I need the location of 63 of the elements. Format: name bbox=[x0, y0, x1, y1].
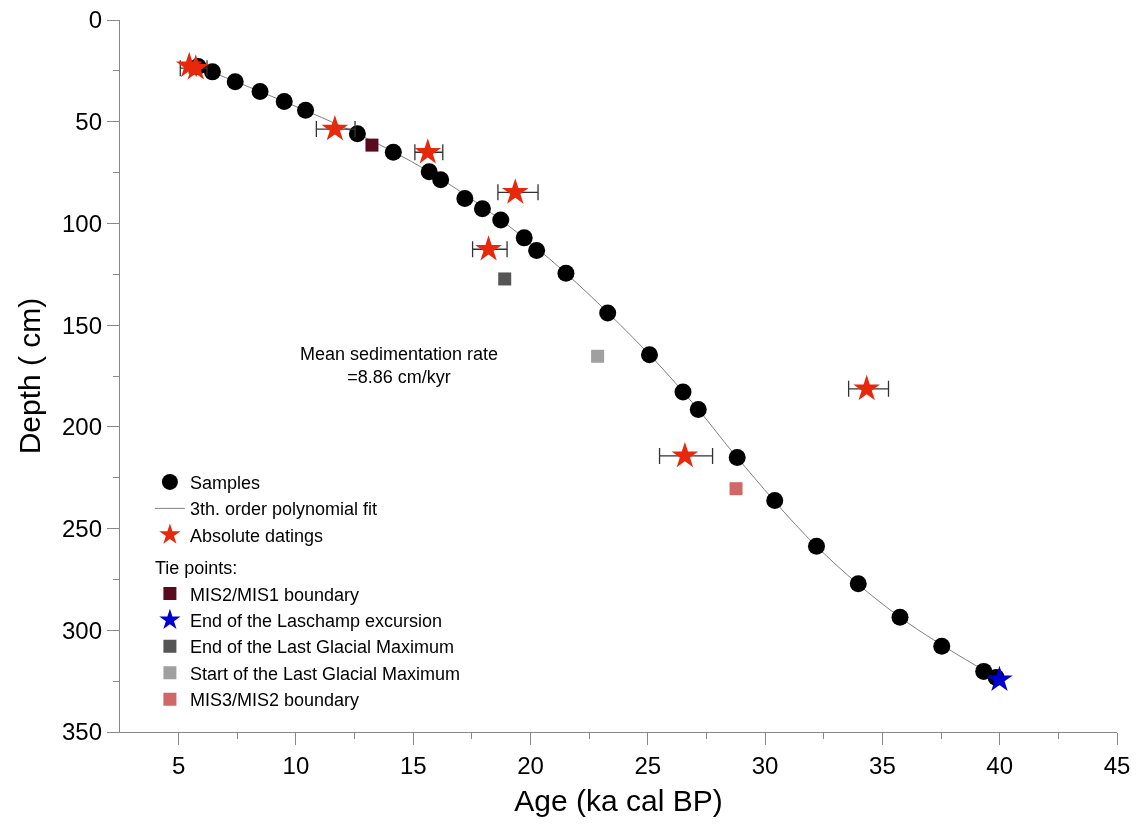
x-tick-label: 5 bbox=[171, 751, 186, 779]
point bbox=[501, 178, 529, 204]
legend-label: Start of the Last Glacial Maximum bbox=[189, 663, 461, 684]
point bbox=[689, 401, 707, 419]
point bbox=[674, 383, 692, 401]
legend-label: Absolute datings bbox=[189, 525, 323, 546]
y-axis-title: Depth ( cm) bbox=[13, 297, 46, 455]
x-tick-label: 20 bbox=[517, 751, 544, 779]
point bbox=[728, 449, 746, 467]
x-tick-label: 15 bbox=[399, 751, 427, 779]
point bbox=[640, 346, 658, 364]
point bbox=[432, 171, 450, 189]
point bbox=[456, 190, 474, 208]
y-tick-label: 300 bbox=[62, 616, 103, 644]
point bbox=[275, 93, 293, 111]
annotation: Mean sedimentation rate =8.86 cm/kyr bbox=[300, 344, 499, 388]
y-tick-label: 100 bbox=[62, 209, 103, 237]
point bbox=[384, 143, 402, 161]
legend-title: Tie points: bbox=[154, 558, 238, 579]
legend-label: MIS3/MIS2 boundary bbox=[189, 690, 359, 711]
y-tick-label: 150 bbox=[62, 311, 103, 339]
legend-label: MIS2/MIS1 boundary bbox=[189, 584, 359, 605]
point bbox=[297, 101, 315, 119]
x-tick-label: 10 bbox=[282, 751, 310, 779]
point bbox=[933, 637, 951, 655]
legend-label: End of the Last Glacial Maximum bbox=[189, 637, 455, 658]
x-tick-label: 30 bbox=[751, 751, 779, 779]
point bbox=[986, 665, 1013, 692]
y-tick-label: 200 bbox=[62, 413, 103, 441]
y-tick-label: 350 bbox=[62, 718, 103, 746]
point bbox=[808, 537, 825, 555]
point bbox=[849, 575, 867, 593]
point bbox=[515, 229, 533, 247]
point bbox=[251, 82, 269, 100]
x-tick-label: 45 bbox=[1103, 751, 1131, 779]
point bbox=[498, 272, 512, 286]
point bbox=[671, 441, 699, 468]
legend-label: 3th. order polynomial fit bbox=[189, 499, 377, 520]
x-tick-label: 35 bbox=[869, 751, 896, 779]
x-axis-title: Age (ka cal BP) bbox=[514, 784, 723, 818]
point bbox=[475, 235, 502, 261]
point bbox=[766, 492, 784, 509]
y-tick-label: 250 bbox=[62, 514, 103, 542]
point bbox=[321, 115, 349, 141]
point bbox=[473, 200, 491, 218]
legend-label: End of the Laschamp excursion bbox=[189, 610, 443, 631]
point bbox=[729, 482, 743, 496]
point bbox=[557, 264, 575, 282]
point bbox=[891, 608, 909, 626]
point bbox=[492, 211, 510, 229]
x-tick-label: 25 bbox=[634, 751, 662, 779]
point bbox=[365, 138, 379, 152]
x-tick-label: 40 bbox=[986, 751, 1014, 779]
y-tick-label: 50 bbox=[75, 108, 103, 136]
point bbox=[975, 662, 993, 680]
point bbox=[591, 349, 605, 363]
point bbox=[853, 374, 880, 401]
y-tick-label: 0 bbox=[88, 6, 103, 34]
point bbox=[528, 241, 546, 259]
point bbox=[226, 73, 244, 91]
point bbox=[599, 304, 617, 322]
point bbox=[414, 138, 442, 164]
legend-label: Samples bbox=[189, 472, 260, 493]
